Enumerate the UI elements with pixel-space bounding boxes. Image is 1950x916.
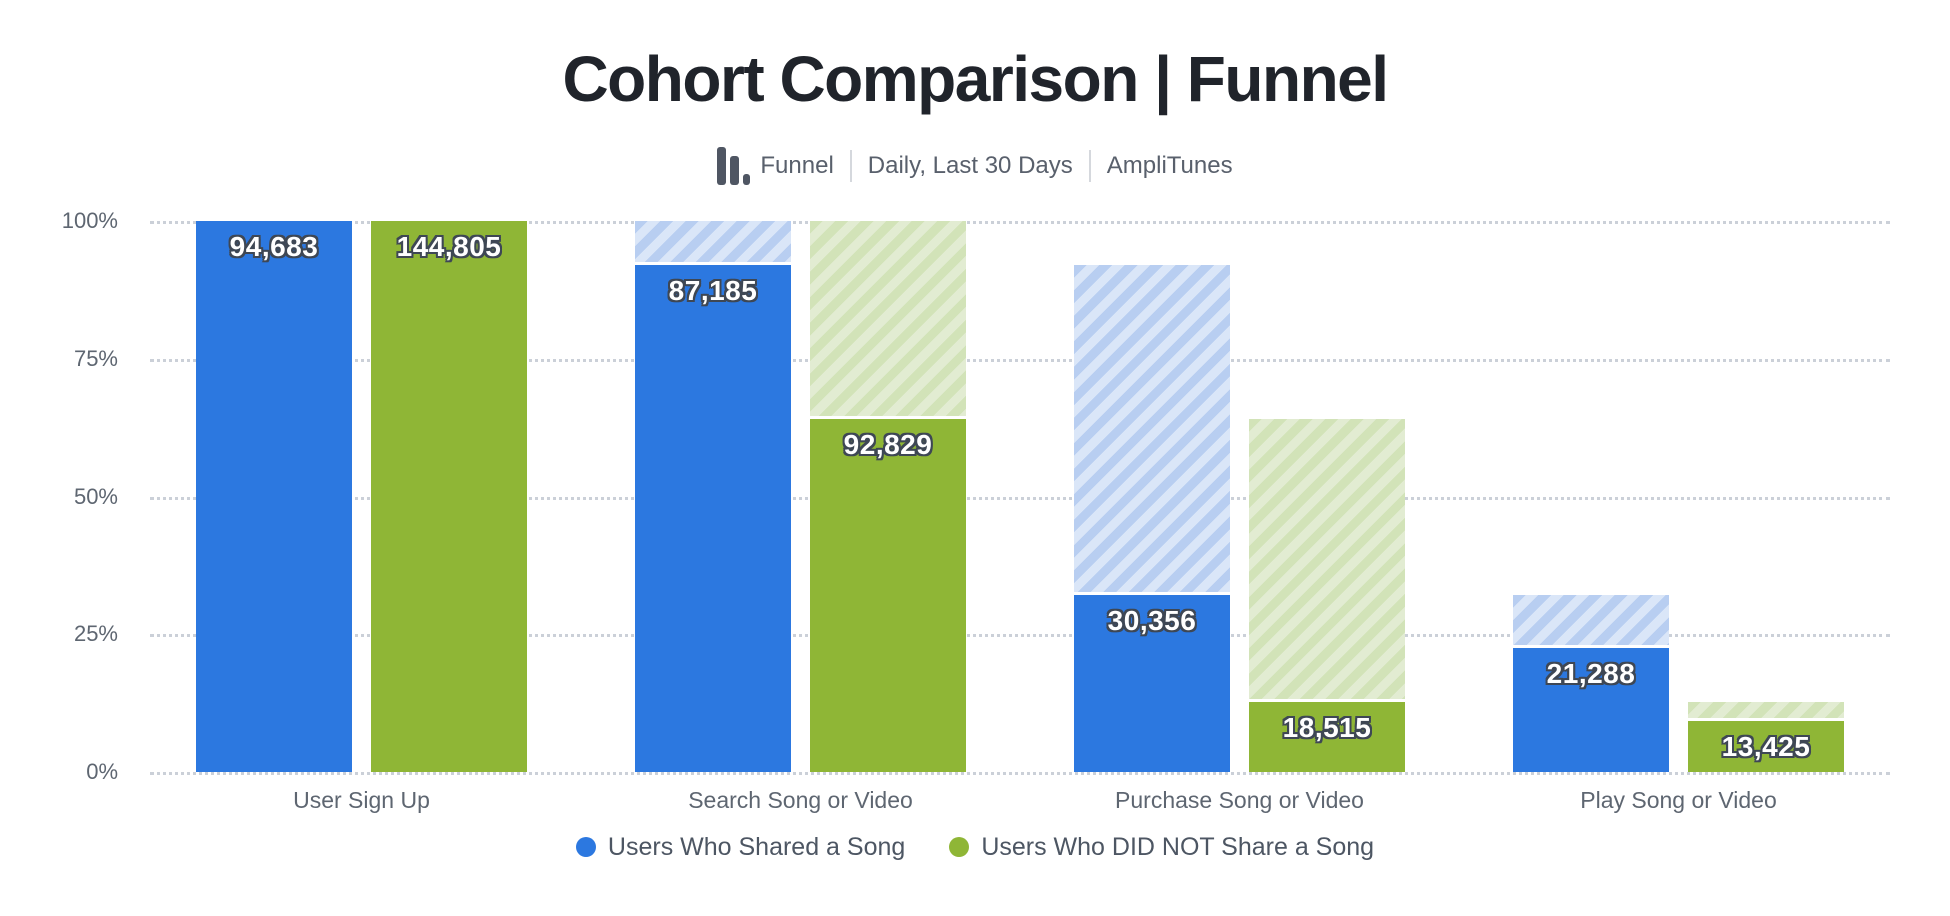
bar-value-label: 92,829 xyxy=(843,428,933,460)
bar-group: 30,356 18,515 xyxy=(1074,221,1405,772)
bar-slot: 13,425 xyxy=(1688,221,1844,772)
gridline xyxy=(150,221,1890,224)
bar-slot: 18,515 xyxy=(1249,221,1405,772)
plot-gridlines xyxy=(150,221,1890,775)
funnel-bar[interactable] xyxy=(1249,701,1405,772)
legend-item[interactable]: Users Who DID NOT Share a Song xyxy=(949,832,1374,862)
bar-value-label: 144,805 xyxy=(396,231,502,262)
x-axis-label: Purchase Song or Video xyxy=(1115,787,1364,813)
x-axis-label: User Sign Up xyxy=(293,787,430,813)
gridline xyxy=(150,358,1890,362)
bar-value-label: 13,425 xyxy=(1721,730,1811,762)
bar-slot: 144,805 xyxy=(371,221,527,772)
source-label: AmpliTunes xyxy=(1106,152,1233,179)
legend-color-dot xyxy=(575,837,596,857)
bar-group: 94,683 144,805 xyxy=(196,221,527,772)
x-axis: User Sign Up Search Song or Video Purchase… xyxy=(150,786,1890,814)
funnel-bar[interactable] xyxy=(810,418,966,772)
funnel-bar[interactable] xyxy=(1513,648,1669,772)
y-tick-label: 0% xyxy=(86,759,118,784)
legend-item[interactable]: Users Who Shared a Song xyxy=(575,832,906,862)
y-tick-label: 100% xyxy=(61,208,118,233)
y-axis: 100% 75% 50% 25% 0% xyxy=(0,208,118,784)
bar-group: 87,185 92,829 xyxy=(635,221,966,772)
funnel-bar[interactable] xyxy=(196,221,352,772)
y-tick-label: 75% xyxy=(73,345,118,371)
y-tick-label: 25% xyxy=(73,621,118,647)
bar-value-label: 21,288 xyxy=(1546,658,1636,690)
legend-label: Users Who DID NOT Share a Song xyxy=(981,833,1375,861)
funnel-chart-icon xyxy=(717,147,751,185)
funnel-bar[interactable] xyxy=(1688,720,1844,772)
chart-type: Funnel xyxy=(717,147,834,185)
funnel-dropoff-bar[interactable] xyxy=(1074,264,1230,593)
meta-divider xyxy=(1088,150,1091,182)
bar-slot: 92,829 xyxy=(810,221,966,772)
y-tick-label: 50% xyxy=(73,483,118,509)
x-axis-label: Search Song or Video xyxy=(688,787,913,813)
bar-slot: 30,356 xyxy=(1074,221,1230,772)
funnel-bar[interactable] xyxy=(371,221,527,772)
bar-value-label: 94,683 xyxy=(229,231,319,262)
gridline xyxy=(150,496,1890,500)
bar-value-label: 30,356 xyxy=(1107,605,1197,637)
funnel-bar[interactable] xyxy=(635,264,791,772)
chart-type-label: Funnel xyxy=(760,152,834,179)
bar-value-label: 18,515 xyxy=(1282,711,1372,743)
legend-color-dot xyxy=(949,837,970,857)
funnel-bar[interactable] xyxy=(1074,595,1230,772)
gridline xyxy=(150,772,1890,775)
legend-label: Users Who Shared a Song xyxy=(607,833,906,861)
page-title: Cohort Comparison | Funnel xyxy=(562,43,1389,115)
chart-meta: Funnel Daily, Last 30 Days AmpliTunes xyxy=(0,147,1950,185)
bar-value-label: 87,185 xyxy=(668,274,758,306)
bar-group: 21,288 13,425 xyxy=(1513,221,1844,772)
plot-area: 94,683 144,805 87,185 92,829 30,356 18,515 21,… xyxy=(150,221,1890,772)
funnel-dropoff-bar[interactable] xyxy=(810,221,966,416)
funnel-dropoff-bar[interactable] xyxy=(1249,418,1405,699)
meta-divider xyxy=(849,150,852,182)
bar-slot: 87,185 xyxy=(635,221,791,772)
funnel-dropoff-bar[interactable] xyxy=(1688,701,1844,718)
legend: Users Who Shared a Song Users Who DID NOT… xyxy=(0,832,1950,862)
funnel-dropoff-bar[interactable] xyxy=(635,221,791,262)
funnel-dropoff-bar[interactable] xyxy=(1513,595,1669,646)
bar-slot: 21,288 xyxy=(1513,221,1669,772)
gridline xyxy=(150,634,1890,638)
bar-slot: 94,683 xyxy=(196,221,352,772)
x-axis-label: Play Song or Video xyxy=(1580,787,1777,813)
date-range-label: Daily, Last 30 Days xyxy=(867,152,1073,179)
